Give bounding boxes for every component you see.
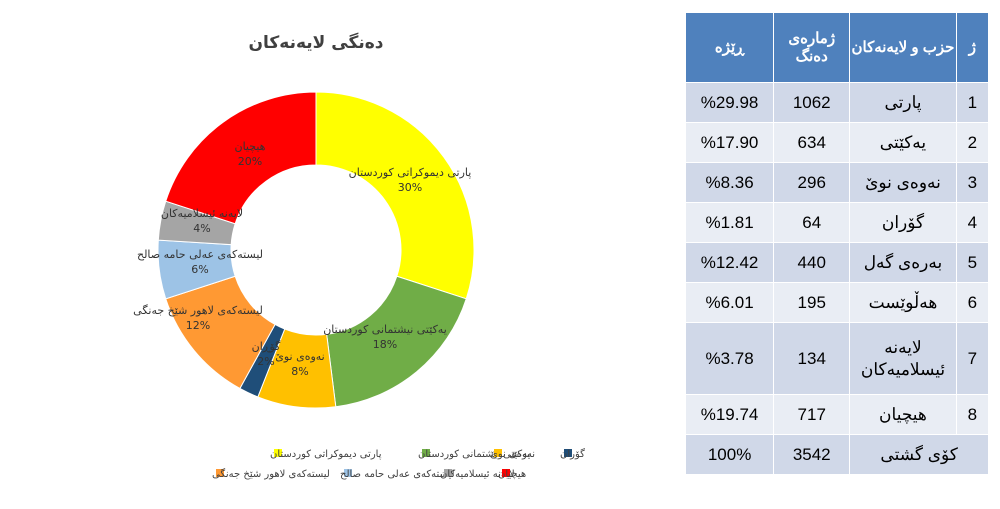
row-percent: %17.90 [684, 122, 775, 163]
legend-label: هیچیان [498, 469, 526, 480]
row-votes: 440 [773, 242, 851, 283]
donut-slices [157, 91, 475, 409]
header-party: حزب و لایەنەکان [849, 12, 957, 83]
slice-percent-label: 18% [373, 338, 397, 351]
row-party: هیچیان [849, 394, 957, 435]
row-party: هەڵوێست [849, 282, 957, 323]
row-party: پارتی [849, 82, 957, 123]
row-votes: 64 [773, 202, 851, 243]
legend-swatch [344, 469, 352, 477]
slice-percent-label: 6% [191, 263, 208, 276]
legend-swatch [444, 469, 452, 477]
row-percent: %6.01 [684, 282, 775, 323]
total-label: کۆی گشتی [849, 434, 989, 475]
row-number: 7 [955, 322, 990, 395]
slice-labels: پارتی دیموکراتی کوردستان 30% یەکێتی نیشتما… [133, 140, 471, 378]
legend-label: گۆران [560, 448, 585, 460]
row-number: 4 [955, 202, 990, 243]
legend-label: نەوەی نوێ [490, 449, 535, 460]
row-party: یەکێتی [849, 122, 957, 163]
legend-label: پارتی دیموکراتی کوردستان [270, 449, 382, 460]
row-percent: %3.78 [684, 322, 775, 395]
row-percent: %1.81 [684, 202, 775, 243]
row-party: نەوەی نوێ [849, 162, 957, 203]
slice-category-label: لیستەکەی لاهور شێخ جەنگی [133, 304, 263, 317]
row-percent: %8.36 [684, 162, 775, 203]
table-total-row: کۆی گشتی 3542 100% [684, 434, 989, 475]
table-row: 6 هەڵوێست 195 %6.01 [684, 282, 990, 323]
donut-slice [326, 275, 467, 408]
legend-swatch [216, 469, 224, 477]
table-header-row: ژ حزب و لایەنەکان ژمارەی دەنگ ڕێژە [684, 12, 990, 83]
row-votes: 195 [773, 282, 851, 323]
chart-legend: پارتی دیموکراتی کوردستان یەکێتی نیشتمانی … [212, 448, 585, 480]
total-votes: 3542 [773, 434, 851, 475]
legend-swatch [502, 469, 510, 477]
row-percent: %12.42 [684, 242, 775, 283]
row-percent: %29.98 [684, 82, 775, 123]
legend-swatch [274, 449, 282, 457]
table-row: 8 هیچیان 717 %19.74 [684, 394, 990, 435]
slice-percent-label: 4% [193, 222, 210, 235]
row-number: 6 [955, 282, 990, 323]
table-row: 7 لایەنە ئیسلامیەکان 134 %3.78 [684, 322, 990, 395]
total-percent: 100% [684, 434, 775, 475]
votes-table: ژ حزب و لایەنەکان ژمارەی دەنگ ڕێژە 1 پارت… [684, 12, 990, 475]
slice-category-label: نەوەی نوێ [275, 350, 325, 363]
legend-label: لیستەکەی عەلی حامە صالح [340, 469, 455, 480]
donut-chart: دەنگی لایەنەکان پارتی دیموکراتی کوردستان… [133, 32, 585, 480]
slice-category-label: لایەنە ئیسلامیەکان [161, 207, 243, 220]
slice-category-label: لیستەکەی عەلی حامە صالح [137, 248, 263, 261]
table-row: 3 نەوەی نوێ 296 %8.36 [684, 162, 990, 203]
header-percent: ڕێژە [684, 12, 775, 83]
table-row: 1 پارتی 1062 %29.98 [684, 82, 990, 123]
row-votes: 134 [773, 322, 851, 395]
donut-slice [165, 91, 317, 225]
slice-category-label: یەکێتی نیشتمانی کوردستان [323, 323, 447, 336]
row-number: 2 [955, 122, 990, 163]
row-votes: 717 [773, 394, 851, 435]
row-percent: %19.74 [684, 394, 775, 435]
slice-percent-label: 20% [238, 155, 262, 168]
header-number: ژ [955, 12, 990, 83]
slice-category-label: گۆڕان [252, 340, 282, 353]
row-number: 5 [955, 242, 990, 283]
row-party: گۆران [849, 202, 957, 243]
row-party: لایەنە ئیسلامیەکان [849, 322, 957, 395]
slice-percent-label: 30% [398, 181, 422, 194]
table-row: 4 گۆران 64 %1.81 [684, 202, 990, 243]
chart-title: دەنگی لایەنەکان [249, 32, 384, 53]
slice-category-label: هیچیان [235, 140, 266, 153]
row-votes: 634 [773, 122, 851, 163]
legend-swatch [564, 449, 572, 457]
row-number: 3 [955, 162, 990, 203]
row-number: 8 [955, 394, 990, 435]
slice-percent-label: 2% [257, 355, 274, 368]
legend-label: لایەنە ئیسلامیەکان [440, 469, 515, 480]
slice-percent-label: 8% [291, 365, 308, 378]
slice-percent-label: 12% [186, 319, 210, 332]
donut-slice [315, 91, 475, 300]
header-votes: ژمارەی دەنگ [773, 12, 851, 83]
table-row: 2 یەکێتی 634 %17.90 [684, 122, 990, 163]
legend-swatch [422, 449, 430, 457]
row-votes: 296 [773, 162, 851, 203]
row-votes: 1062 [773, 82, 851, 123]
row-party: بەرەی گەل [849, 242, 957, 283]
row-number: 1 [955, 82, 990, 123]
table-row: 5 بەرەی گەل 440 %12.42 [684, 242, 990, 283]
legend-swatch [494, 449, 502, 457]
slice-category-label: پارتی دیموکراتی کوردستان [349, 166, 472, 179]
legend-label: لیستەکەی لاهور شێخ جەنگی [212, 468, 330, 480]
legend-label: یەکێتی نیشتمانی کوردستان [418, 449, 531, 460]
